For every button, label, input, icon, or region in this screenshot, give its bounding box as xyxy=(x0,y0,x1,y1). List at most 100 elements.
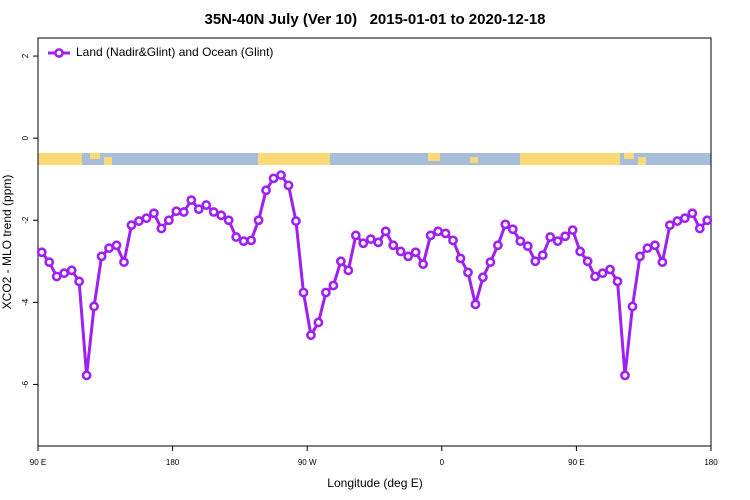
point xyxy=(335,256,346,267)
point xyxy=(463,267,473,278)
point xyxy=(276,170,286,180)
x-tick-label: 90 E xyxy=(30,458,46,467)
point xyxy=(328,280,339,291)
point xyxy=(664,220,675,231)
chart-title: 35N-40N July (Ver 10) 2015-01-01 to 2020… xyxy=(204,11,545,28)
point xyxy=(545,232,556,242)
x-tick-label: 0 xyxy=(440,458,445,467)
point xyxy=(261,185,271,196)
point xyxy=(448,235,458,246)
point xyxy=(111,240,122,251)
point xyxy=(597,268,608,279)
y-tick-label: -2 xyxy=(21,216,30,224)
point xyxy=(119,257,129,268)
x-tick-label: 90 E xyxy=(568,458,584,467)
point xyxy=(343,265,354,276)
point xyxy=(201,200,212,210)
point xyxy=(650,240,660,251)
y-tick-label: 0 xyxy=(21,135,30,140)
point xyxy=(612,276,623,287)
point xyxy=(478,272,488,283)
point xyxy=(642,243,653,254)
point xyxy=(253,215,264,226)
point xyxy=(410,247,421,258)
series-line xyxy=(40,173,709,376)
point xyxy=(51,271,62,282)
point xyxy=(59,268,70,279)
point xyxy=(694,223,705,234)
point xyxy=(507,224,518,235)
point xyxy=(590,271,600,282)
point xyxy=(425,230,436,241)
point xyxy=(66,265,77,276)
plot-frame xyxy=(37,37,712,447)
point xyxy=(552,236,563,247)
x-tick-label: 180 xyxy=(166,458,180,467)
point xyxy=(605,264,615,275)
point xyxy=(358,238,369,249)
point xyxy=(455,253,466,264)
point xyxy=(433,226,443,237)
y-axis-label: XCO2 - MLO trend (ppm) xyxy=(0,175,14,310)
point xyxy=(291,216,301,226)
point xyxy=(134,216,144,226)
point xyxy=(500,219,511,230)
point xyxy=(575,246,586,257)
point xyxy=(298,287,309,298)
point xyxy=(627,301,638,312)
point xyxy=(283,180,294,191)
point xyxy=(560,231,571,242)
point xyxy=(687,208,698,219)
y-tick-label: -4 xyxy=(21,298,30,306)
point xyxy=(702,215,713,226)
point xyxy=(657,257,668,268)
point xyxy=(567,225,578,235)
point xyxy=(522,241,533,252)
legend-label: Land (Nadir&Glint) and Ocean (Glint) xyxy=(76,45,273,59)
x-tick-label: 90 W xyxy=(298,458,317,467)
point xyxy=(96,251,107,262)
point xyxy=(418,259,429,270)
point xyxy=(350,230,361,241)
point xyxy=(679,213,690,224)
point xyxy=(216,210,227,221)
point xyxy=(193,204,204,215)
point xyxy=(171,206,182,217)
point xyxy=(620,370,630,381)
point xyxy=(440,228,451,239)
point xyxy=(44,257,55,268)
point xyxy=(223,215,234,226)
point xyxy=(582,256,593,267)
point xyxy=(306,330,316,341)
point xyxy=(388,240,399,251)
point xyxy=(530,256,541,267)
point xyxy=(268,173,279,184)
point xyxy=(537,250,548,261)
point xyxy=(74,276,85,287)
point xyxy=(89,301,99,312)
point xyxy=(380,226,391,237)
point xyxy=(81,370,92,381)
y-tick-label: 2 xyxy=(21,53,30,58)
point xyxy=(365,234,376,245)
x-axis-label: Longitude (deg E) xyxy=(327,476,422,490)
point xyxy=(156,223,167,234)
point xyxy=(149,208,159,219)
point xyxy=(141,213,152,224)
point xyxy=(36,247,47,258)
point xyxy=(395,246,406,257)
point xyxy=(403,251,414,262)
y-tick-label: -6 xyxy=(21,380,30,388)
point xyxy=(208,207,219,217)
point xyxy=(313,317,324,328)
point xyxy=(635,251,645,262)
point xyxy=(246,235,257,246)
point xyxy=(163,215,174,226)
point xyxy=(492,240,503,251)
x-tick-label: 180 xyxy=(704,458,718,467)
point xyxy=(320,287,331,298)
point xyxy=(238,236,249,247)
point xyxy=(104,243,114,254)
point xyxy=(470,299,481,310)
